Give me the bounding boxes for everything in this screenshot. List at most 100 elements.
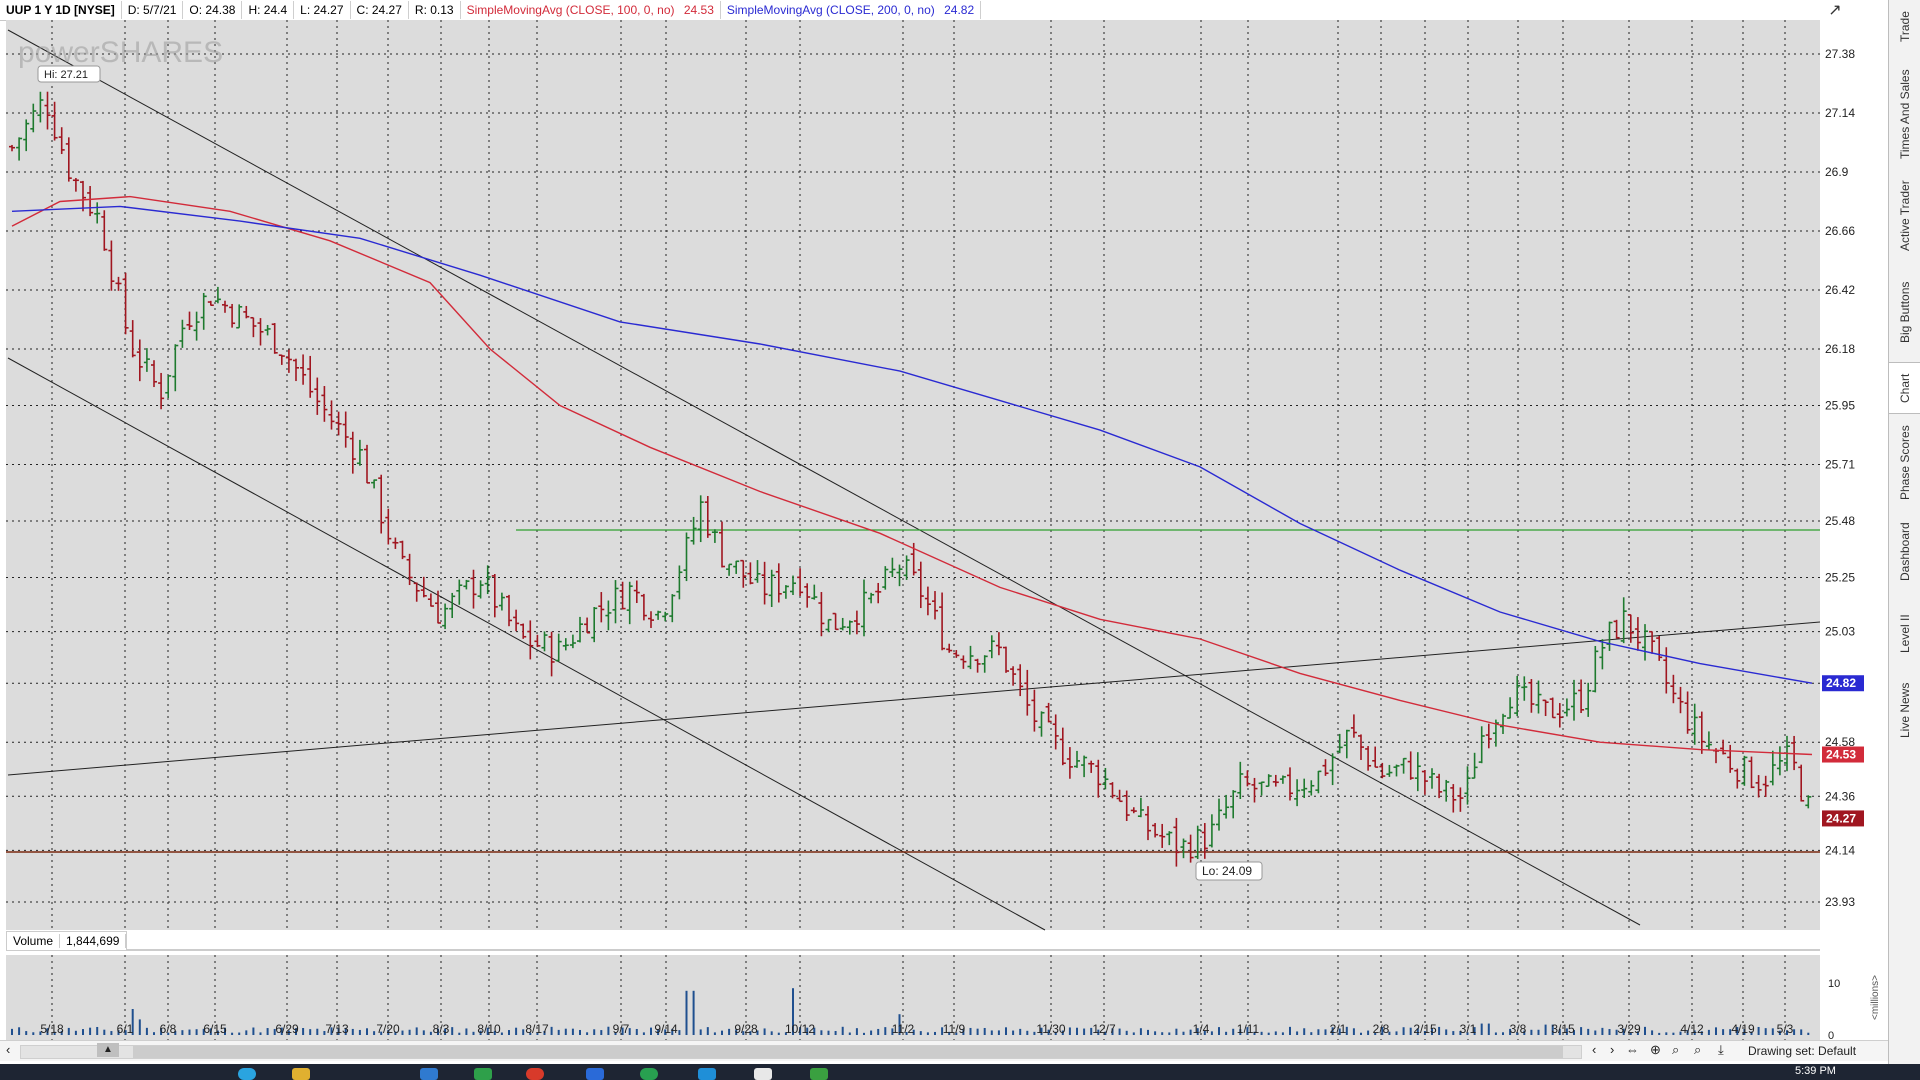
- ohlc-bar[interactable]: [811, 584, 818, 600]
- ohlc-bar[interactable]: [662, 611, 669, 622]
- ohlc-bar[interactable]: [626, 581, 633, 625]
- browser-icon[interactable]: [238, 1068, 256, 1080]
- ohlc-bar[interactable]: [1350, 714, 1357, 738]
- ohlc-bar[interactable]: [58, 127, 65, 155]
- ohlc-bar[interactable]: [1386, 764, 1393, 777]
- ohlc-bar[interactable]: [1109, 782, 1116, 799]
- ohlc-bar[interactable]: [1414, 752, 1421, 792]
- ohlc-bar[interactable]: [1805, 795, 1812, 809]
- app-icon[interactable]: [420, 1068, 438, 1080]
- ohlc-bar[interactable]: [186, 311, 193, 330]
- ohlc-bar[interactable]: [335, 411, 342, 436]
- ohlc-bar[interactable]: [1549, 697, 1556, 719]
- ohlc-bar[interactable]: [321, 386, 328, 422]
- ohlc-bar[interactable]: [264, 324, 271, 336]
- ohlc-bar[interactable]: [399, 540, 406, 560]
- ohlc-bar[interactable]: [1294, 779, 1301, 807]
- ohlc-bar[interactable]: [342, 411, 349, 448]
- ohlc-bar[interactable]: [1563, 698, 1570, 717]
- ohlc-bar[interactable]: [1308, 780, 1315, 796]
- uptrend-line[interactable]: [7, 621, 1821, 776]
- ohlc-bar[interactable]: [1074, 750, 1080, 768]
- ohlc-bar[interactable]: [853, 610, 860, 635]
- ohlc-bar[interactable]: [640, 593, 647, 621]
- ohlc-bar[interactable]: [222, 300, 228, 313]
- ohlc-bar[interactable]: [498, 592, 505, 611]
- drawing-tools-icon[interactable]: ⤓: [1718, 1042, 1724, 1057]
- ohlc-bar[interactable]: [633, 580, 640, 604]
- ohlc-bar[interactable]: [1287, 767, 1293, 801]
- ohlc-bar[interactable]: [1599, 639, 1606, 670]
- trading-app-icon[interactable]: [810, 1068, 828, 1080]
- ohlc-bar[interactable]: [491, 573, 498, 618]
- side-tab-level-ii[interactable]: Level II: [1898, 614, 1912, 654]
- ohlc-bar[interactable]: [285, 349, 292, 373]
- ohlc-bar[interactable]: [562, 638, 569, 651]
- notes-icon[interactable]: [754, 1068, 772, 1080]
- ohlc-bar[interactable]: [932, 591, 938, 620]
- ohlc-bar[interactable]: [903, 555, 910, 580]
- ohlc-bar[interactable]: [1464, 766, 1471, 805]
- ohlc-bar[interactable]: [193, 311, 200, 341]
- side-tab-chart[interactable]: Chart: [1889, 362, 1920, 414]
- expand-anchor-icon[interactable]: ▲: [97, 1043, 119, 1057]
- ohlc-bar[interactable]: [456, 579, 463, 605]
- ohlc-bar[interactable]: [442, 603, 449, 630]
- ohlc-bar[interactable]: [1407, 751, 1414, 780]
- ohlc-bar[interactable]: [307, 355, 314, 398]
- ohlc-bar[interactable]: [1258, 781, 1265, 796]
- ohlc-bar[interactable]: [1727, 744, 1734, 773]
- ohlc-bar[interactable]: [1755, 775, 1762, 798]
- ohlc-bar[interactable]: [136, 339, 143, 382]
- scrollbar-thumb[interactable]: [133, 1046, 1563, 1058]
- spreadsheet-icon[interactable]: [474, 1068, 492, 1080]
- ohlc-bar[interactable]: [413, 582, 420, 602]
- ohlc-bar[interactable]: [832, 612, 839, 631]
- ohlc-bar[interactable]: [520, 623, 527, 639]
- ohlc-bar[interactable]: [65, 137, 72, 182]
- ohlc-bar[interactable]: [356, 439, 363, 466]
- ohlc-bar[interactable]: [1130, 807, 1137, 814]
- ohlc-bar[interactable]: [314, 377, 321, 415]
- ohlc-bar[interactable]: [924, 586, 931, 616]
- ohlc-bar[interactable]: [1003, 646, 1009, 673]
- ohlc-bar[interactable]: [257, 318, 264, 346]
- ohlc-bar[interactable]: [790, 575, 796, 596]
- ohlc-bar[interactable]: [271, 323, 278, 354]
- ohlc-bar[interactable]: [1322, 759, 1329, 776]
- ohlc-bar[interactable]: [868, 592, 875, 604]
- ohlc-bar[interactable]: [1627, 613, 1634, 643]
- ohlc-bar[interactable]: [939, 592, 946, 651]
- ohlc-bar[interactable]: [988, 635, 995, 659]
- ohlc-bar[interactable]: [1691, 703, 1698, 745]
- ohlc-bar[interactable]: [953, 650, 960, 658]
- ohlc-bar[interactable]: [1379, 762, 1386, 779]
- downtrend-line-upper[interactable]: [7, 29, 1641, 926]
- ohlc-bar[interactable]: [889, 557, 896, 578]
- ohlc-bar[interactable]: [236, 304, 243, 329]
- ohlc-bar[interactable]: [179, 319, 186, 348]
- ohlc-bar[interactable]: [1592, 645, 1599, 693]
- side-tab-big-buttons[interactable]: Big Buttons: [1898, 281, 1912, 343]
- sma200-study-label[interactable]: SimpleMovingAvg (CLOSE, 200, 0, no) 24.8…: [721, 1, 982, 19]
- ohlc-bar[interactable]: [1436, 773, 1443, 799]
- ohlc-bar[interactable]: [214, 286, 221, 304]
- ohlc-bar[interactable]: [1166, 831, 1173, 846]
- ohlc-bar[interactable]: [463, 579, 470, 590]
- ohlc-bar[interactable]: [1187, 834, 1194, 863]
- ohlc-bar[interactable]: [1123, 790, 1130, 821]
- ohlc-bar[interactable]: [669, 594, 676, 623]
- ohlc-bar[interactable]: [1081, 755, 1088, 778]
- ohlc-bar[interactable]: [1343, 729, 1350, 759]
- ohlc-bar[interactable]: [825, 618, 832, 633]
- ohlc-bar[interactable]: [1521, 676, 1528, 701]
- ohlc-bar[interactable]: [108, 240, 115, 291]
- side-tab-dashboard[interactable]: Dashboard: [1898, 522, 1912, 582]
- ohlc-bar[interactable]: [158, 372, 165, 410]
- ohlc-bar[interactable]: [1152, 823, 1159, 838]
- ohlc-bar[interactable]: [243, 305, 250, 319]
- ohlc-bar[interactable]: [1677, 686, 1684, 714]
- ohlc-bar[interactable]: [946, 643, 953, 653]
- ohlc-bar[interactable]: [9, 144, 15, 152]
- ohlc-bar[interactable]: [1542, 699, 1549, 717]
